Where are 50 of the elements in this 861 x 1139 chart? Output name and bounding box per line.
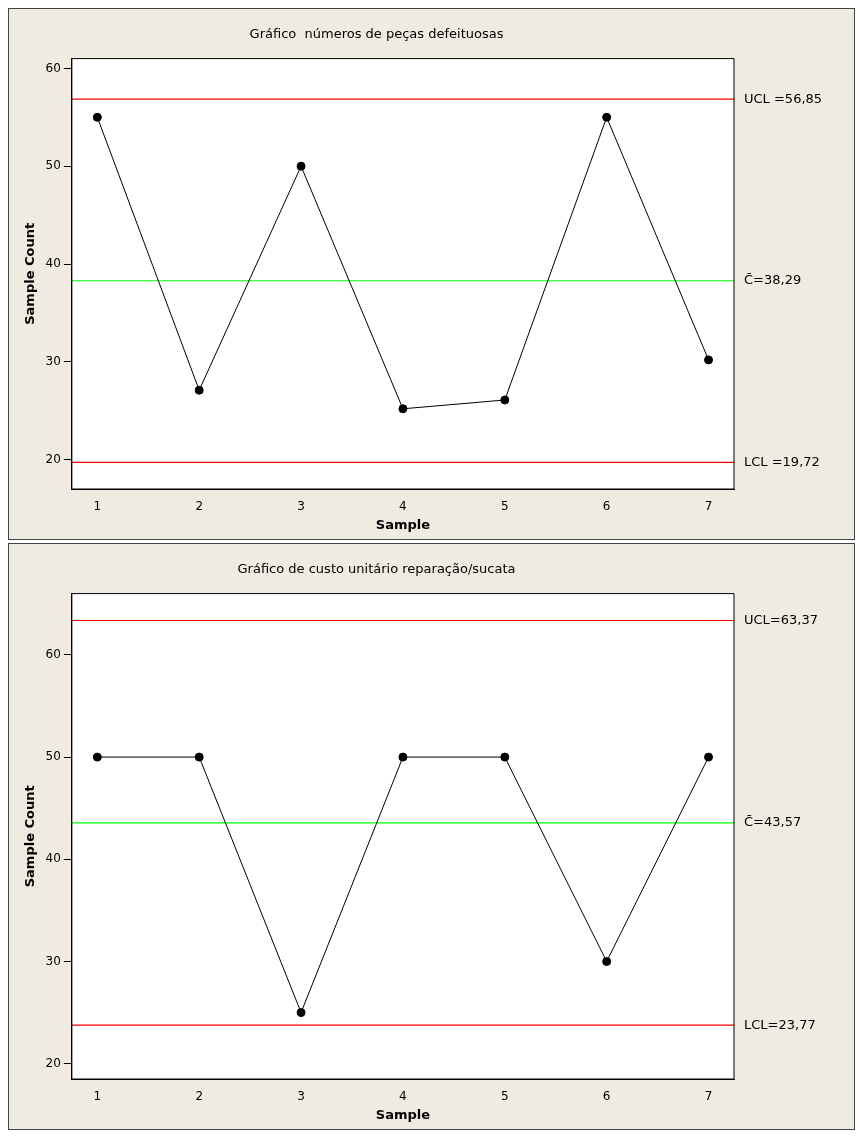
- point: [194, 385, 204, 395]
- ref-line-label: LCL=23,77: [744, 1016, 816, 1032]
- point: [398, 404, 408, 414]
- point: [398, 752, 408, 762]
- x-tick-label: 2: [195, 1089, 204, 1104]
- x-tick-label: 4: [399, 499, 407, 514]
- x-tick-label: 1: [93, 499, 102, 514]
- ref-line-label: UCL =56,85: [744, 90, 823, 106]
- y-axis-title: Sample Count: [22, 222, 38, 325]
- point: [296, 161, 306, 171]
- chart-title: Gráfico de custo unitário reparação/sucata: [237, 561, 516, 577]
- point: [704, 355, 714, 365]
- x-tick-label: 2: [195, 499, 204, 514]
- y-tick-label: 40: [45, 851, 61, 866]
- point: [92, 112, 102, 122]
- point: [296, 1008, 306, 1018]
- point: [92, 752, 102, 762]
- x-tick-label: 6: [602, 1089, 611, 1104]
- point: [194, 752, 204, 762]
- x-tick-label: 6: [602, 499, 611, 514]
- ref-line-label: C̄=43,57: [744, 814, 802, 830]
- x-axis-title: Sample: [375, 1106, 431, 1122]
- ref-line-label: LCL =19,72: [744, 453, 820, 469]
- x-tick-label: 3: [297, 499, 305, 514]
- x-tick-label: 3: [297, 1089, 305, 1104]
- y-tick-label: 30: [45, 353, 61, 368]
- y-tick-label: 50: [45, 158, 61, 173]
- ref-line-label: UCL=63,37: [744, 611, 818, 627]
- ref-line-label: C̄=38,29: [744, 272, 802, 288]
- point: [602, 956, 612, 966]
- y-axis-title: Sample Count: [22, 785, 38, 888]
- y-tick-label: 20: [45, 1055, 61, 1070]
- x-tick-label: 5: [500, 499, 509, 514]
- y-tick-label: 40: [45, 256, 61, 271]
- chart-title: Gráfico números de peças defeituosas: [249, 26, 504, 42]
- y-tick-label: 20: [45, 451, 61, 466]
- x-tick-label: 7: [704, 499, 713, 514]
- x-tick-label: 7: [704, 1089, 713, 1104]
- y-tick-label: 60: [45, 647, 61, 662]
- point: [500, 395, 510, 405]
- y-tick-label: 60: [45, 60, 61, 75]
- y-tick-label: 50: [45, 749, 61, 764]
- x-tick-label: 5: [500, 1089, 509, 1104]
- point: [602, 112, 612, 122]
- point: [704, 752, 714, 762]
- x-axis-title: Sample: [375, 516, 431, 532]
- point: [500, 752, 510, 762]
- x-tick-label: 4: [399, 1089, 407, 1104]
- x-tick-label: 1: [93, 1089, 102, 1104]
- y-tick-label: 30: [45, 953, 61, 968]
